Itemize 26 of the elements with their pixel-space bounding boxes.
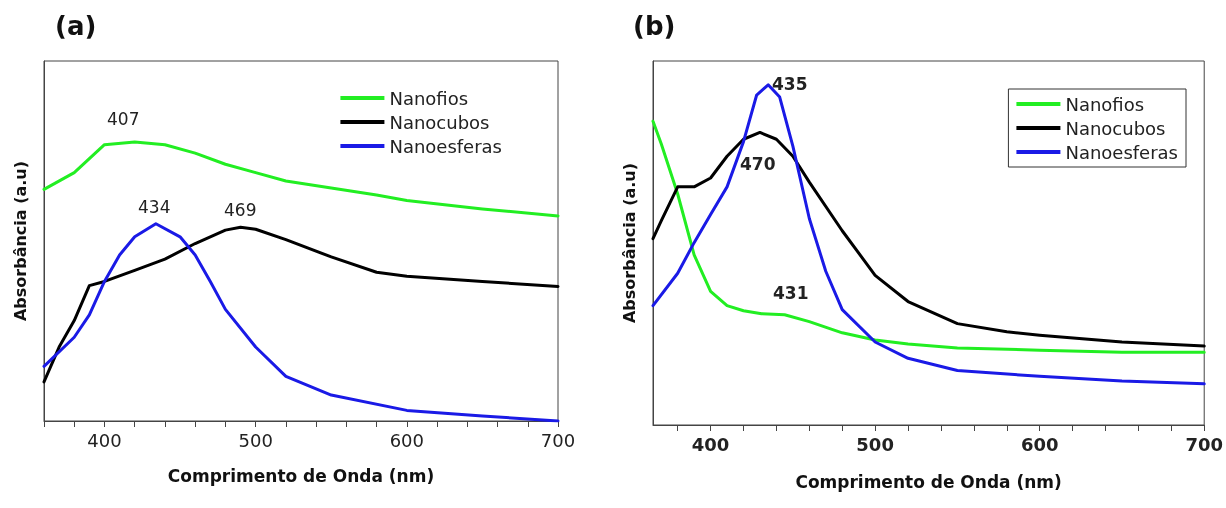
x-axis-title: Comprimento de Onda (nm) <box>795 471 1062 492</box>
annotation: 434 <box>138 196 171 217</box>
annotation: 469 <box>224 199 257 220</box>
x-tick-label: 700 <box>540 429 576 451</box>
chart-title: (a) <box>55 11 97 41</box>
x-tick-label: 400 <box>691 433 730 455</box>
y-axis-title: Absorbância (a.u) <box>619 162 639 324</box>
x-tick-label: 500 <box>856 433 894 455</box>
annotation: 470 <box>740 153 776 174</box>
legend-label: Nanofios <box>1065 93 1145 115</box>
x-tick-label: 700 <box>1185 433 1223 455</box>
text: 407 <box>107 108 140 129</box>
legend-label: Nanofios <box>389 87 469 109</box>
x-axis-title: Comprimento de Onda (nm) <box>167 465 435 486</box>
annotation: 431 <box>773 282 809 303</box>
x-tick-label: 500 <box>238 429 273 451</box>
legend-label: Nanocubos <box>1065 117 1166 139</box>
annotation: 435 <box>772 73 808 94</box>
chart-title: (b) <box>633 11 676 41</box>
legend-label: Nanoesferas <box>1065 141 1179 163</box>
x-tick-label: 600 <box>1020 433 1059 455</box>
legend-label: Nanocubos <box>389 111 490 133</box>
x-tick-label: 600 <box>389 429 424 451</box>
legend-label: Nanoesferas <box>389 135 503 157</box>
y-axis-title: Absorbância (a.u) <box>10 160 30 322</box>
x-tick-label: 400 <box>87 429 122 451</box>
